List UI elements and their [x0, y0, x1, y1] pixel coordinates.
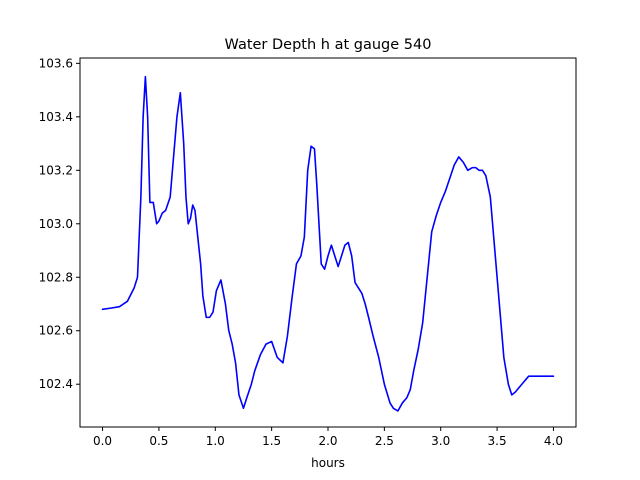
x-tick-label: 1.5	[262, 434, 281, 448]
x-axis-title: hours	[311, 456, 345, 470]
y-tick-label: 102.4	[39, 377, 73, 391]
y-tick-label: 103.0	[39, 217, 73, 231]
x-tick-label: 3.0	[431, 434, 450, 448]
x-tick-label: 0.0	[93, 434, 112, 448]
series-line-0	[101, 75, 555, 412]
x-tick-label: 2.5	[375, 434, 394, 448]
plot-area	[101, 75, 555, 412]
x-tick-label: 0.5	[149, 434, 168, 448]
y-tick-label: 103.6	[39, 56, 73, 70]
chart-title: Water Depth h at gauge 540	[225, 37, 432, 53]
axes-frame	[79, 57, 577, 428]
x-tick-label: 3.5	[488, 434, 507, 448]
x-tick-label: 2.0	[318, 434, 337, 448]
axes: 0.0 0.5 1.0 1.5 2.0 2.5 3.0 3.5 4.0 102.4 102.6 102…	[39, 56, 577, 448]
y-tick-label: 103.4	[39, 110, 73, 124]
y-tick-label: 102.6	[39, 324, 73, 338]
x-tick-label: 4.0	[544, 434, 563, 448]
y-tick-label: 102.8	[39, 270, 73, 284]
x-tick-label: 1.0	[206, 434, 225, 448]
y-tick-label: 103.2	[39, 163, 73, 177]
